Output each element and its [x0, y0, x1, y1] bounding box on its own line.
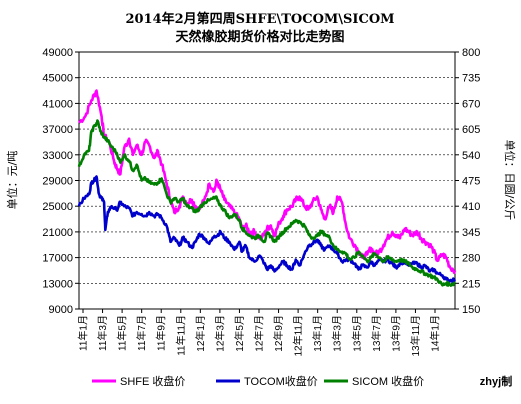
x-tick-label: 11年9月: [155, 315, 168, 351]
y-tick-label-right: 280: [462, 253, 480, 265]
series-line-1: [77, 175, 457, 283]
y-tick-label-left: 13000: [42, 278, 73, 290]
y-tick-label-right: 540: [462, 150, 480, 162]
x-tick-label: 13年5月: [350, 315, 363, 352]
x-tick-label: 11年1月: [77, 315, 90, 351]
y-tick-label-left: 29000: [42, 176, 73, 188]
y-tick-label-right: 150: [462, 304, 480, 316]
legend-label-2: SICOM 收盘价: [352, 374, 424, 388]
legend-label-1: TOCOM收盘价: [244, 374, 318, 388]
y-tick-label-right: 605: [462, 124, 480, 136]
x-tick-label: 14年1月: [429, 315, 442, 352]
y-axis-right-title: 单位：日圆/公斤: [503, 140, 517, 221]
y-axis-left: 49000 45000 41000 37000 33000 29000 25000 21000…: [42, 47, 79, 316]
series-line-0: [78, 89, 457, 275]
x-tick-label: 13年1月: [311, 315, 324, 352]
y-tick-label-left: 25000: [42, 201, 73, 213]
y-tick-label-right: 475: [462, 176, 480, 188]
chart-subtitle: 天然橡胶期货价格对比走势图: [175, 29, 344, 45]
x-tick-label: 13年7月: [370, 315, 383, 352]
y-tick-label-left: 21000: [42, 227, 73, 239]
x-tick-label: 12年11月: [292, 315, 305, 357]
x-axis: 11年1月 11年3月 11年5月 11年7月 11年9月 11年11月 12年1月 12年3…: [77, 309, 442, 357]
x-tick-label: 12年1月: [194, 315, 207, 352]
y-tick-label-left: 17000: [42, 253, 73, 265]
y-tick-label-right: 215: [462, 278, 480, 290]
y-tick-label-right: 670: [462, 98, 480, 110]
y-axis-right: 800 735 670 605 540 475 410 345 280 215 150: [455, 47, 480, 316]
x-tick-label: 13年11月: [409, 315, 422, 357]
y-axis-left-title: 单位：元/吨: [5, 151, 19, 210]
x-tick-label: 12年3月: [213, 315, 226, 352]
y-tick-label-right: 410: [462, 201, 480, 213]
legend: SHFE 收盘价 TOCOM收盘价 SICOM 收盘价: [92, 374, 424, 388]
y-tick-label-left: 37000: [42, 124, 73, 136]
series-group: [77, 89, 457, 287]
y-tick-label-left: 49000: [42, 47, 73, 59]
y-tick-label-left: 33000: [42, 150, 73, 162]
x-tick-label: 11年7月: [135, 315, 148, 351]
y-tick-label-right: 345: [462, 227, 480, 239]
series-line-2: [77, 119, 456, 287]
y-tick-label-left: 45000: [42, 73, 73, 85]
x-tick-label: 11年3月: [96, 315, 109, 351]
y-tick-label-right: 800: [462, 47, 480, 59]
credit-label: zhyj制: [480, 374, 512, 388]
x-tick-label: 13年3月: [331, 315, 344, 352]
x-tick-label: 12年7月: [253, 315, 266, 352]
x-tick-label: 12年9月: [272, 315, 285, 352]
legend-label-0: SHFE 收盘价: [120, 374, 185, 388]
x-tick-label: 11年11月: [174, 315, 187, 356]
x-tick-label: 13年9月: [389, 315, 402, 352]
x-tick-label: 11年5月: [116, 315, 129, 351]
x-tick-label: 12年5月: [233, 315, 246, 352]
y-tick-label-left: 41000: [42, 98, 73, 110]
chart-title: 2014年2月第四周SHFE\TOCOM\SICOM: [125, 11, 394, 27]
y-tick-label-right: 735: [462, 73, 480, 85]
y-tick-label-left: 9000: [49, 304, 73, 316]
